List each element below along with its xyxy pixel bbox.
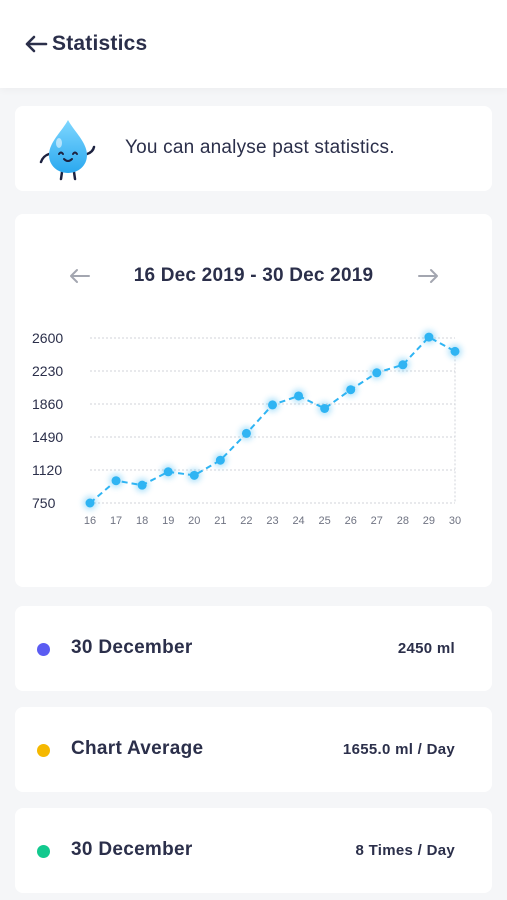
x-tick-label: 21 [214,515,226,527]
arrow-right-icon [418,269,438,283]
y-tick-label: 1490 [32,429,63,445]
data-point [215,455,225,465]
x-tick-label: 18 [136,515,148,527]
chart-card: 16 Dec 2019 - 30 Dec 2019 750 1120 1490 186… [15,214,492,587]
x-tick-label: 16 [84,515,96,527]
date-range-label: 16 Dec 2019 - 30 Dec 2019 [133,265,374,286]
stat-card-chart-average: Chart Average 1655.0 ml / Day [15,707,492,792]
y-tick-label: 1860 [32,396,63,412]
page-title: Statistics [52,32,148,55]
water-intake-line-chart: 750 1120 1490 1860 2230 2600 16 17 18 19 20 21 22 23 2… [32,330,462,527]
data-point [450,346,460,356]
stat-label: Chart Average [71,738,204,759]
intro-card: You can analyse past statistics. [15,106,492,191]
data-point [398,360,408,370]
data-point [241,428,251,438]
date-range-selector: 16 Dec 2019 - 30 Dec 2019 [15,264,492,288]
stat-value: 8 Times / Day [355,842,455,859]
next-range-button[interactable] [415,264,441,288]
stat-value: 1655.0 ml / Day [342,741,455,758]
data-point [372,368,382,378]
data-point [111,476,121,486]
stat-card-drink-frequency: 30 December 8 Times / Day [15,808,492,893]
data-point [189,470,199,480]
status-dot [37,643,50,656]
data-point [268,400,277,410]
y-tick-label: 750 [32,495,56,511]
data-point [320,403,330,413]
back-button[interactable]: Statistics [24,30,147,58]
x-tick-label: 27 [371,515,383,527]
stat-value: 2450 ml [397,640,455,657]
x-tick-label: 28 [397,515,409,527]
previous-range-button[interactable] [67,264,93,288]
app-header: Statistics [0,0,507,88]
data-point [346,385,356,395]
arrow-left-icon [70,269,90,283]
stat-card-day-total: 30 December 2450 ml [15,606,492,691]
x-tick-label: 17 [110,515,122,527]
x-tick-label: 22 [240,515,252,527]
data-point [294,391,304,401]
data-point [137,480,147,490]
x-tick-label: 23 [266,515,278,527]
y-tick-label: 1120 [32,462,62,478]
water-drop-mascot-icon [39,120,96,181]
data-point [424,332,434,342]
stat-label: 30 December [71,637,193,658]
x-tick-label: 30 [449,515,461,527]
y-tick-label: 2230 [32,363,63,379]
stat-label: 30 December [71,839,193,860]
status-dot [37,845,50,858]
x-tick-label: 19 [162,515,174,527]
y-tick-label: 2600 [32,330,63,346]
x-tick-label: 29 [423,515,435,527]
status-dot [37,744,50,757]
arrow-left-icon [25,35,48,53]
data-point [85,498,95,508]
x-tick-label: 25 [319,515,331,527]
x-tick-label: 24 [292,515,304,527]
x-tick-label: 20 [188,515,200,527]
x-tick-label: 26 [345,515,357,527]
intro-text: You can analyse past statistics. [125,137,395,158]
data-point [163,467,173,477]
